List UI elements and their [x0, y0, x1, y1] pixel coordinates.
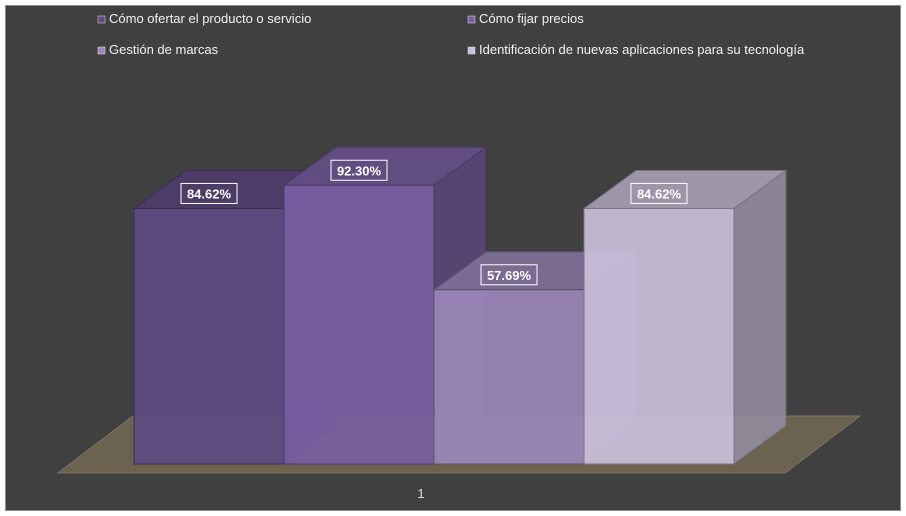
data-label: 57.69% [487, 268, 532, 283]
data-label: 84.62% [637, 186, 682, 201]
bar [433, 289, 585, 465]
legend-label: Cómo fijar precios [479, 11, 584, 26]
legend-swatch [97, 15, 106, 24]
legend-swatch [467, 46, 476, 55]
data-label-box [330, 159, 388, 181]
legend-swatch [97, 46, 106, 55]
legend-label: Identificación de nuevas aplicaciones pa… [479, 42, 805, 57]
bar [133, 207, 285, 465]
data-label-box [180, 182, 238, 204]
data-label-box [630, 182, 688, 204]
legend-swatch [467, 15, 476, 24]
x-tick-label: 1 [417, 486, 424, 501]
data-label-box [480, 264, 538, 286]
data-label: 92.30% [337, 163, 382, 178]
legend-label: Gestión de marcas [109, 42, 219, 57]
bar [283, 184, 435, 465]
data-label: 84.62% [187, 186, 232, 201]
bar [583, 207, 735, 465]
bar-side [733, 169, 787, 465]
legend-label: Cómo ofertar el producto o servicio [109, 11, 311, 26]
